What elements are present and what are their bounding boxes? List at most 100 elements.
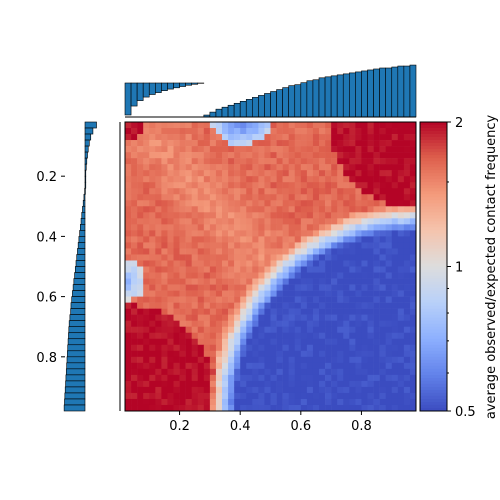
- heatmap-cell: [228, 218, 235, 225]
- colorbar-segment: [420, 245, 447, 249]
- heatmap-cell: [252, 146, 259, 153]
- heatmap-cell: [161, 254, 168, 261]
- heatmap-cell: [173, 398, 180, 406]
- heatmap-cell: [337, 266, 344, 273]
- heatmap-cell: [300, 290, 308, 297]
- heatmap-cell: [131, 326, 138, 334]
- heatmap-cell: [409, 206, 417, 213]
- heatmap-cell: [331, 212, 338, 219]
- heatmap-cell: [312, 314, 320, 321]
- heatmap-cell: [343, 194, 350, 201]
- heatmap-cell: [125, 344, 132, 352]
- heatmap-cell: [282, 374, 289, 382]
- heatmap-cell: [246, 212, 253, 219]
- heatmap-cell: [222, 266, 229, 273]
- heatmap-cell: [391, 254, 399, 261]
- heatmap-cell: [306, 212, 314, 219]
- heatmap-cell: [409, 272, 417, 279]
- heatmap-cell: [203, 194, 211, 201]
- heatmap-cell: [343, 158, 350, 165]
- heatmap-cell: [125, 158, 132, 165]
- heatmap-cell: [391, 266, 399, 273]
- heatmap-cell: [373, 326, 380, 334]
- heatmap-cell: [234, 248, 241, 255]
- heatmap-cell: [234, 128, 241, 135]
- heatmap-cell: [270, 314, 277, 321]
- heatmap-cell: [215, 212, 223, 219]
- heatmap-cell: [337, 176, 344, 183]
- heatmap-cell: [125, 242, 132, 249]
- heatmap-cell: [197, 200, 205, 207]
- heatmap-cell: [167, 320, 174, 328]
- colorbar-segment: [420, 224, 447, 228]
- heatmap-cell: [137, 170, 144, 177]
- heatmap-cell: [209, 308, 217, 315]
- heatmap-cell: [264, 248, 271, 255]
- heatmap-cell: [137, 392, 144, 400]
- colorbar-segment: [420, 371, 447, 376]
- heatmap-cell: [306, 152, 314, 159]
- heatmap-cell: [306, 344, 314, 352]
- heatmap-cell: [306, 224, 314, 231]
- heatmap-cell: [173, 158, 180, 165]
- heatmap-cell: [276, 224, 283, 231]
- heatmap-cell: [325, 374, 332, 382]
- heatmap-cell: [191, 260, 199, 267]
- heatmap-cell: [173, 374, 180, 382]
- heatmap-cell: [409, 392, 417, 400]
- heatmap-cell: [161, 236, 168, 243]
- heatmap-cell: [234, 296, 241, 303]
- heatmap-cell: [319, 278, 326, 285]
- heatmap-cell: [306, 164, 314, 171]
- heatmap-cell: [397, 134, 405, 141]
- heatmap-cell: [161, 362, 168, 370]
- heatmap-cell: [361, 338, 368, 346]
- heatmap-cell: [203, 392, 211, 400]
- heatmap-cell: [331, 254, 338, 261]
- heatmap-cell: [252, 302, 259, 309]
- heatmap-cell: [173, 230, 180, 237]
- heatmap-cell: [240, 200, 247, 207]
- heatmap-cell: [246, 158, 253, 165]
- heatmap-cell: [337, 332, 344, 340]
- heatmap-cell: [203, 344, 211, 352]
- heatmap-cell: [306, 236, 314, 243]
- heatmap-cell: [143, 254, 150, 261]
- heatmap-cell: [361, 182, 368, 189]
- heatmap-cell: [367, 302, 374, 309]
- heatmap-cell: [137, 344, 144, 352]
- heatmap-cell: [306, 266, 314, 273]
- heatmap-cell: [228, 236, 235, 243]
- heatmap-cell: [179, 356, 186, 364]
- heatmap-cell: [155, 362, 162, 370]
- heatmap-cell: [306, 392, 314, 400]
- heatmap-cell: [379, 146, 386, 153]
- heatmap-cell: [343, 386, 350, 394]
- heatmap-cell: [373, 296, 380, 303]
- heatmap-cell: [149, 380, 156, 388]
- heatmap-cell: [131, 188, 138, 195]
- heatmap-cell: [137, 254, 144, 261]
- heatmap-cell: [349, 344, 356, 352]
- heatmap-cell: [203, 200, 211, 207]
- heatmap-cell: [246, 296, 253, 303]
- heatmap-cell: [409, 302, 417, 309]
- heatmap-cell: [131, 386, 138, 394]
- heatmap-cell: [252, 140, 259, 147]
- heatmap-cell: [131, 158, 138, 165]
- heatmap-cell: [306, 182, 314, 189]
- heatmap-cell: [373, 200, 380, 207]
- heatmap-cell: [385, 350, 393, 358]
- heatmap-cell: [391, 140, 399, 147]
- heatmap-cell: [288, 314, 296, 321]
- heatmap-cell: [337, 338, 344, 346]
- heatmap-cell: [355, 320, 362, 328]
- heatmap-cell: [179, 122, 186, 129]
- heatmap-cell: [167, 386, 174, 394]
- heatmap-cell: [137, 182, 144, 189]
- heatmap-cell: [240, 284, 247, 291]
- heatmap-cell: [209, 176, 217, 183]
- colorbar-segment: [420, 332, 447, 337]
- heatmap-cell: [137, 164, 144, 171]
- heatmap-cell: [228, 314, 235, 321]
